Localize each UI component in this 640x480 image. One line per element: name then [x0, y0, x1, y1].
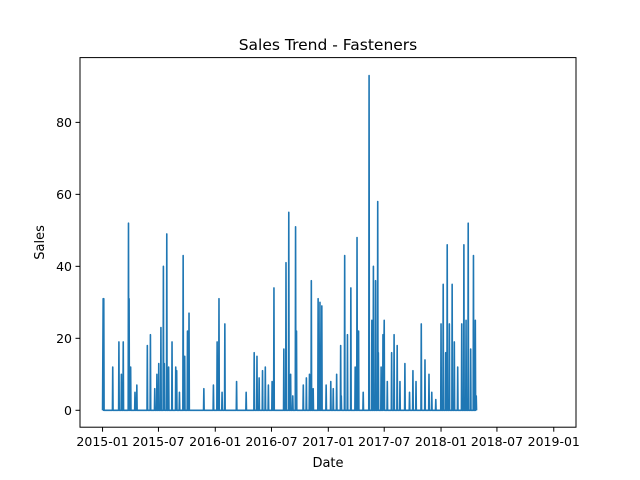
- x-axis-ticks: 2015-01 2015-07 2016-01 2016-07 2017-01 2017-…: [76, 427, 580, 449]
- y-axis-ticks: 0 20 40 60 80: [56, 115, 80, 418]
- x-tick-label: 2016-07: [245, 434, 297, 449]
- x-tick-label: 2018-01: [415, 434, 467, 449]
- x-tick-label: 2018-07: [471, 434, 523, 449]
- x-tick-label: 2015-01: [76, 434, 128, 449]
- x-axis-label: Date: [312, 456, 343, 471]
- x-tick-label: 2015-07: [132, 434, 184, 449]
- plot-layer: [101, 74, 478, 412]
- y-tick-label: 20: [56, 331, 72, 346]
- y-tick-label: 0: [64, 403, 72, 418]
- y-tick-label: 80: [56, 115, 72, 130]
- chart-title: Sales Trend - Fasteners: [239, 36, 418, 54]
- x-tick-label: 2019-01: [528, 434, 580, 449]
- y-tick-label: 40: [56, 259, 72, 274]
- y-tick-label: 60: [56, 187, 72, 202]
- x-tick-label: 2016-01: [189, 434, 241, 449]
- series-line: [101, 74, 478, 412]
- y-axis-label: Sales: [33, 225, 48, 260]
- x-tick-label: 2017-07: [358, 434, 410, 449]
- x-tick-label: 2017-01: [302, 434, 354, 449]
